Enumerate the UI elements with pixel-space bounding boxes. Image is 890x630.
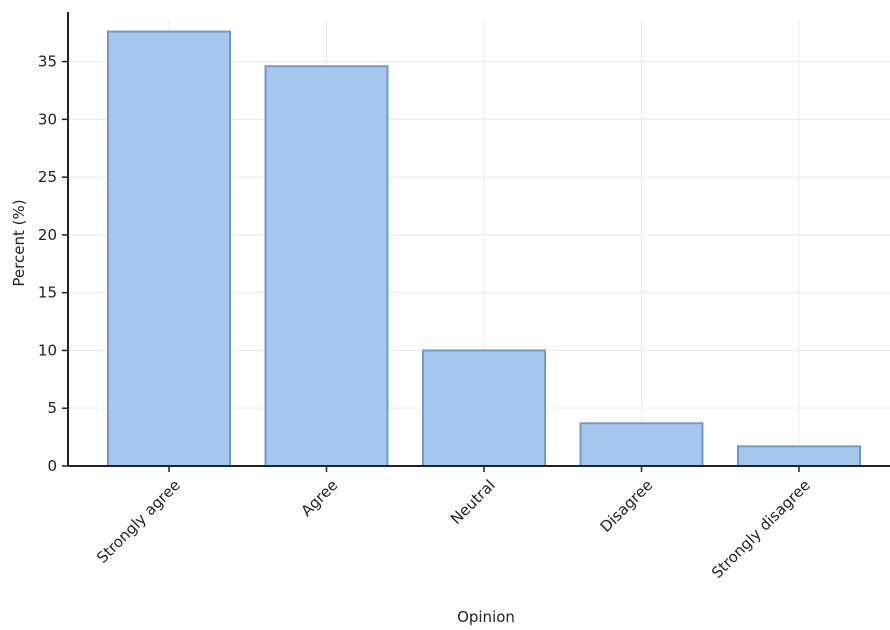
- x-tick-label-0: Strongly agree: [93, 476, 184, 567]
- x-tick-label-1: Agree: [297, 476, 341, 520]
- x-tick-label-2: Neutral: [447, 476, 499, 528]
- x-axis-title: Opinion: [457, 608, 515, 626]
- y-tick-label-3: 15: [38, 284, 57, 302]
- y-tick-label-5: 25: [38, 168, 57, 186]
- y-tick-label-2: 10: [38, 341, 57, 359]
- bar-1: [264, 65, 389, 467]
- y-tick-label-6: 30: [38, 110, 57, 128]
- y-tick-label-0: 0: [47, 457, 57, 475]
- y-tick-label-1: 5: [47, 399, 57, 417]
- x-axis-ticks: Strongly agree Agree Neutral Disagree Strong…: [93, 466, 814, 582]
- bar-4: [737, 445, 861, 467]
- x-tick-label-3: Disagree: [597, 476, 657, 536]
- y-tick-label-7: 35: [38, 53, 57, 71]
- bar-2: [422, 349, 546, 468]
- y-tick-label-4: 20: [38, 226, 57, 244]
- bars: [107, 30, 861, 468]
- x-tick-label-4: Strongly disagree: [708, 476, 814, 582]
- bar-0: [107, 30, 231, 467]
- bar-3: [579, 422, 704, 468]
- y-axis-title: Percent (%): [10, 199, 28, 286]
- y-axis-ticks: 0 5 10 15 20 25 30 35: [38, 53, 68, 475]
